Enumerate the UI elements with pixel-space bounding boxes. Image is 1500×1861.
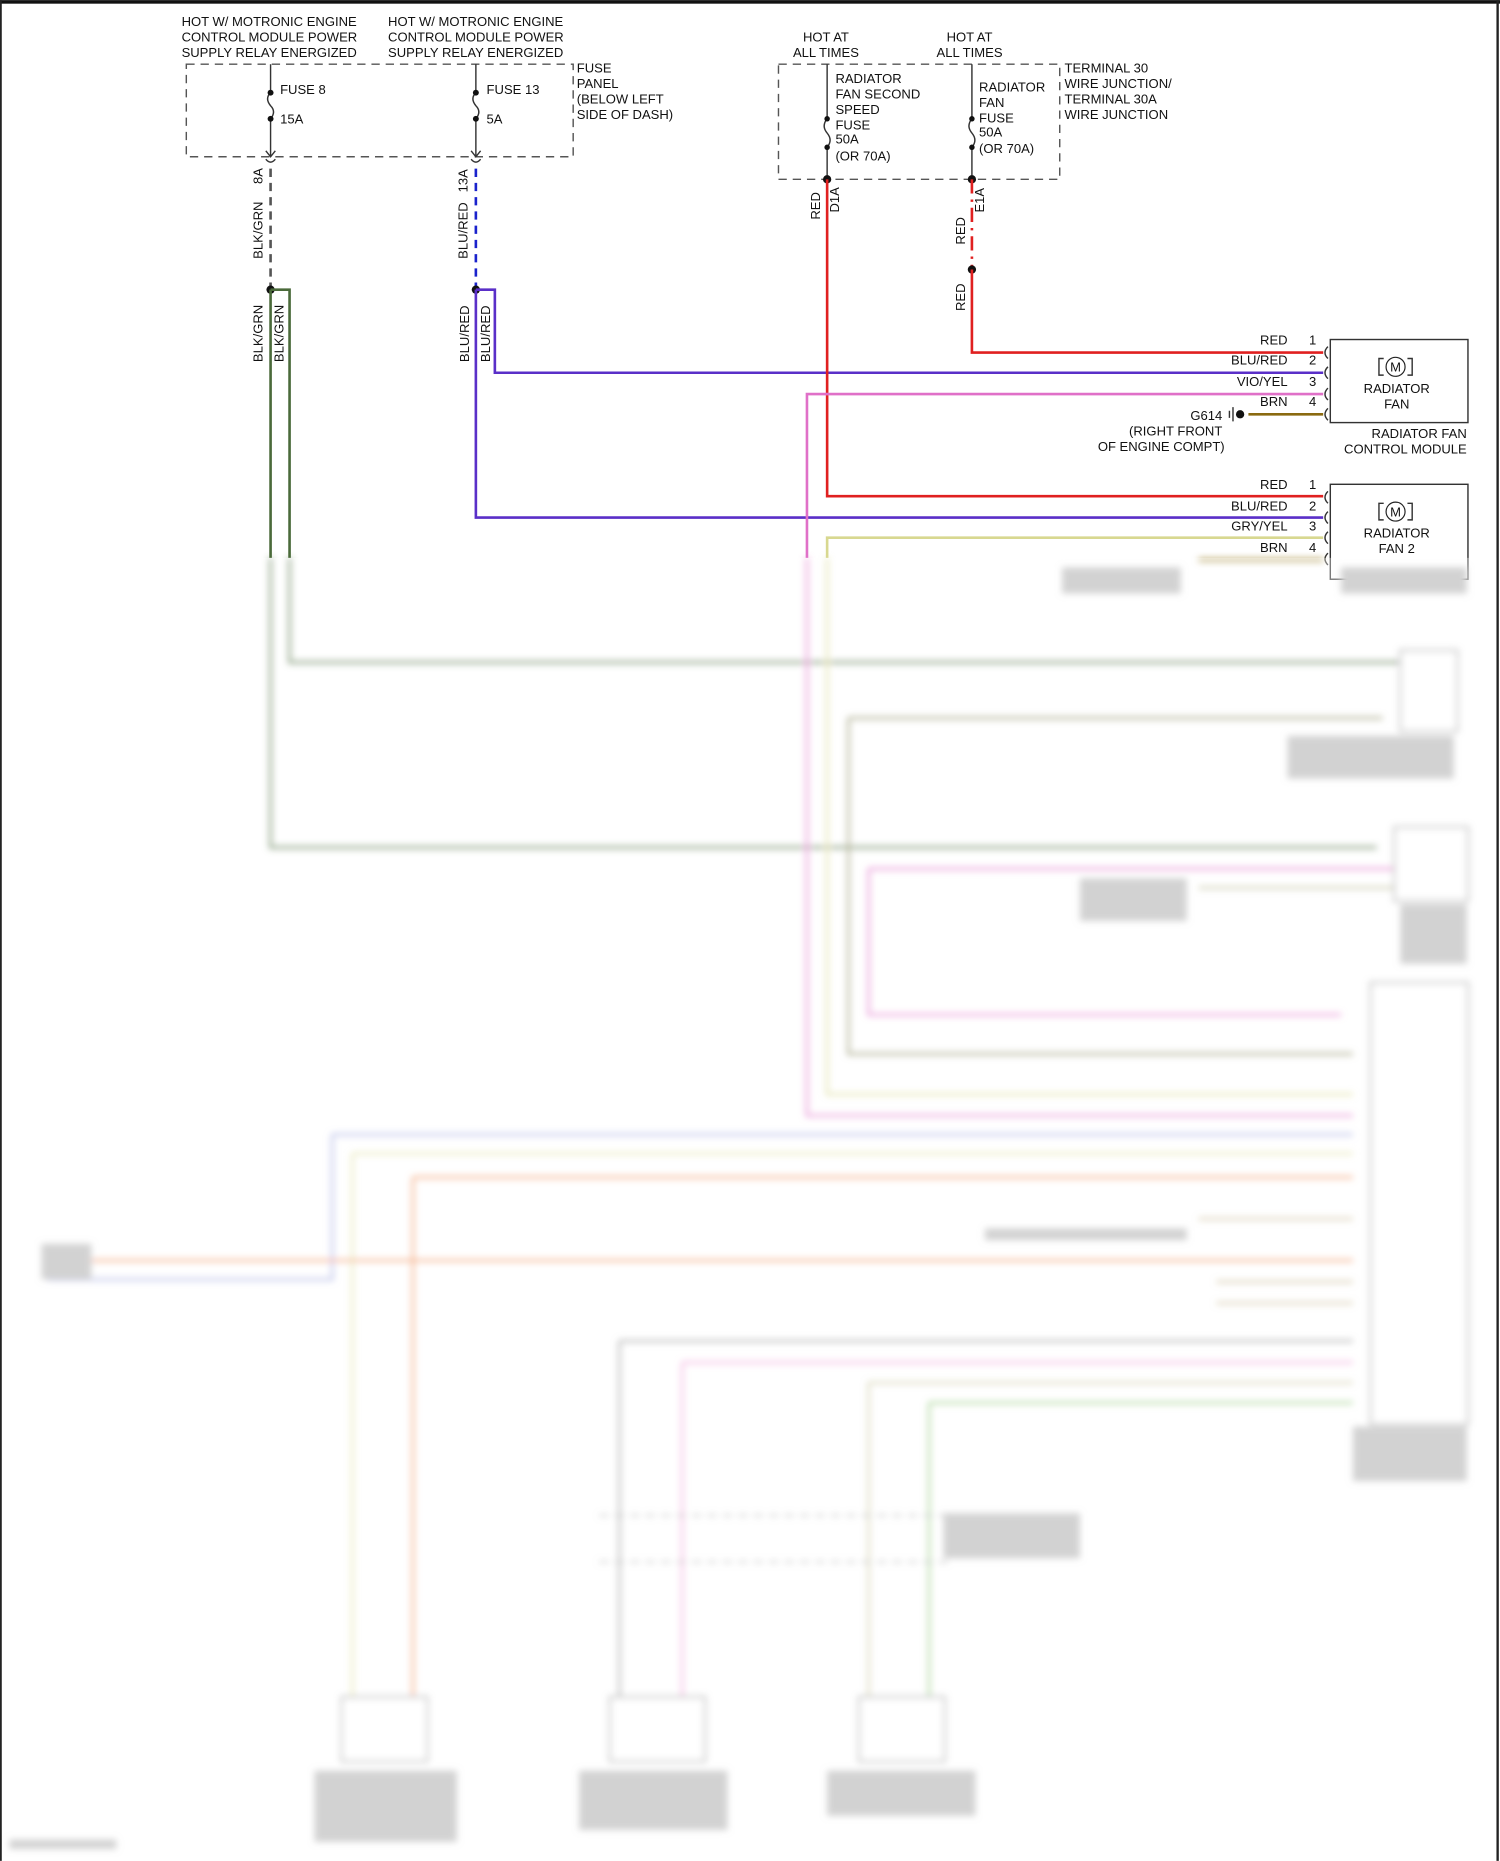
- pin-8a-label: 8A: [250, 168, 265, 184]
- ground-location: (RIGHT FRONT OF ENGINE COMPT): [1098, 424, 1225, 454]
- module-label: RADIATOR FAN CONTROL MODULE: [1344, 426, 1467, 456]
- motor-icon: M: [1378, 501, 1413, 522]
- svg-text:M: M: [1390, 504, 1401, 519]
- svg-text:BLU/RED: BLU/RED: [1231, 498, 1288, 513]
- wire-label: BLK/GRN: [272, 305, 287, 362]
- svg-text:G614: G614: [1190, 408, 1222, 423]
- svg-text:BRN: BRN: [1260, 394, 1288, 409]
- right-border: [1496, 0, 1499, 1861]
- ground-g614: G614 (RIGHT FRONT OF ENGINE COMPT): [1098, 407, 1324, 454]
- fuse-13: FUSE 13 5A: [470, 64, 540, 163]
- svg-text:RED: RED: [1260, 477, 1288, 492]
- fuse-8-name: FUSE 8: [280, 82, 326, 97]
- blur-overlay: [2, 557, 1497, 1861]
- svg-text:2: 2: [1309, 352, 1316, 367]
- fuse-panel: HOT W/ MOTRONIC ENGINE CONTROL MODULE POW…: [182, 14, 673, 294]
- radiator-fan-2: M RADIATOR FAN 2 RED 1 BLU/RED 2 GRY/YEL 3 B…: [1231, 477, 1469, 580]
- terminal-junction-label: TERMINAL 30 WIRE JUNCTION/TERMINAL 30A WIR…: [1064, 61, 1172, 122]
- wire-label: BLU/RED: [457, 306, 472, 363]
- terminal-30-junction: HOT AT ALL TIMES HOT AT ALL TIMES RADIATOR…: [777, 30, 1172, 184]
- radiator-fan-pins: RED 1 BLU/RED 2 VIO/YEL 3 BRN 4: [1231, 332, 1329, 421]
- wire-red-fan2: [825, 179, 1324, 498]
- svg-text:3: 3: [1309, 519, 1316, 534]
- svg-text:VIO/YEL: VIO/YEL: [1237, 374, 1288, 389]
- fuse-13-name: FUSE 13: [487, 82, 540, 97]
- svg-text:4: 4: [1309, 394, 1316, 409]
- fuse-8-rating: 15A: [280, 112, 304, 127]
- top-border: [0, 0, 1500, 4]
- radiator-fan-2-title: RADIATOR FAN 2: [1364, 526, 1430, 556]
- svg-text:BRN: BRN: [1260, 540, 1288, 555]
- wire-label-red: RED: [808, 192, 823, 220]
- ground-icon: [1228, 407, 1234, 422]
- fuse-8: FUSE 8 15A: [265, 64, 326, 163]
- fuse-panel-label: FUSE PANEL (BELOW LEFT SIDE OF DASH): [577, 61, 673, 122]
- wire-blu-red-fan1: [475, 288, 1324, 375]
- wire-red-fan1: [970, 269, 1324, 354]
- svg-text:2: 2: [1309, 498, 1316, 513]
- hot-at-all-times-2: HOT AT ALL TIMES: [937, 30, 1003, 60]
- wire-label-blu-red: BLU/RED: [456, 202, 471, 259]
- wire-label: BLK/GRN: [250, 305, 265, 362]
- svg-text:BLU/RED: BLU/RED: [1231, 352, 1288, 367]
- wire-blk-grn-b: [270, 288, 291, 558]
- left-border: [0, 0, 2, 1861]
- wire-label-red: RED: [953, 217, 968, 245]
- wire-label-blk-grn: BLK/GRN: [250, 202, 265, 259]
- hot-at-all-times-1: HOT AT ALL TIMES: [793, 30, 859, 60]
- fuse-panel-outline: [185, 63, 574, 158]
- pin-e1a-label: E1A: [972, 188, 987, 213]
- wire-label: BLU/RED: [478, 306, 493, 363]
- svg-text:M: M: [1390, 360, 1401, 375]
- obscured-region: [9, 557, 1469, 1850]
- svg-text:1: 1: [1309, 477, 1316, 492]
- source-left-label: HOT W/ MOTRONIC ENGINE CONTROL MODULE POW…: [182, 14, 358, 60]
- pin-13a-label: 13A: [456, 169, 471, 193]
- radiator-fan-control-module: M RADIATOR FAN RADIATOR FAN CONTROL MODULE: [1329, 338, 1469, 456]
- wire-vio-yel: [805, 392, 1324, 558]
- source-right-label: HOT W/ MOTRONIC ENGINE CONTROL MODULE POW…: [388, 14, 564, 60]
- svg-text:3: 3: [1309, 374, 1316, 389]
- wire-gry-yel: [825, 536, 1324, 558]
- svg-text:4: 4: [1309, 540, 1316, 555]
- fuse-13-rating: 5A: [487, 112, 503, 127]
- wire-blu-red-fan2: [474, 289, 1324, 519]
- radiator-fan-title: RADIATOR FAN: [1364, 381, 1430, 411]
- svg-text:GRY/YEL: GRY/YEL: [1231, 519, 1287, 534]
- radiator-fan-fuse-label: RADIATOR FAN FUSE 50A (OR 70A): [979, 79, 1045, 156]
- svg-text:RED: RED: [1260, 332, 1288, 347]
- svg-text:1: 1: [1309, 332, 1316, 347]
- wire-label-red: RED: [953, 283, 968, 311]
- radiator-fan-second-speed-fuse-label: RADIATOR FAN SECOND SPEED FUSE 50A (OR 70A): [835, 71, 920, 163]
- pin-d1a-label: D1A: [827, 187, 842, 213]
- motor-icon: M: [1378, 356, 1413, 377]
